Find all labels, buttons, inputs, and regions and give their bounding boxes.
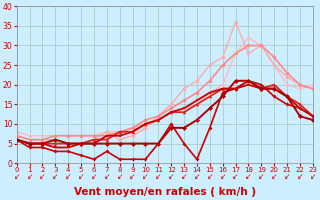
- Text: ↙: ↙: [309, 173, 316, 182]
- Text: ↙: ↙: [284, 173, 290, 182]
- Text: ↙: ↙: [258, 173, 264, 182]
- Text: ↙: ↙: [207, 173, 213, 182]
- Text: ↙: ↙: [232, 173, 239, 182]
- Text: ↙: ↙: [26, 173, 33, 182]
- Text: ↙: ↙: [142, 173, 148, 182]
- Text: ↙: ↙: [52, 173, 59, 182]
- Text: ↙: ↙: [245, 173, 252, 182]
- Text: ↙: ↙: [78, 173, 84, 182]
- Text: ↙: ↙: [129, 173, 136, 182]
- Text: ↙: ↙: [181, 173, 187, 182]
- Text: ↙: ↙: [155, 173, 162, 182]
- Text: ↙: ↙: [39, 173, 46, 182]
- Text: ↙: ↙: [168, 173, 174, 182]
- Text: ↙: ↙: [194, 173, 200, 182]
- Text: ↙: ↙: [104, 173, 110, 182]
- Text: ↙: ↙: [13, 173, 20, 182]
- Text: ↙: ↙: [297, 173, 303, 182]
- Text: ↙: ↙: [116, 173, 123, 182]
- X-axis label: Vent moyen/en rafales ( km/h ): Vent moyen/en rafales ( km/h ): [74, 187, 256, 197]
- Text: ↙: ↙: [65, 173, 71, 182]
- Text: ↙: ↙: [220, 173, 226, 182]
- Text: ↙: ↙: [91, 173, 97, 182]
- Text: ↙: ↙: [271, 173, 277, 182]
